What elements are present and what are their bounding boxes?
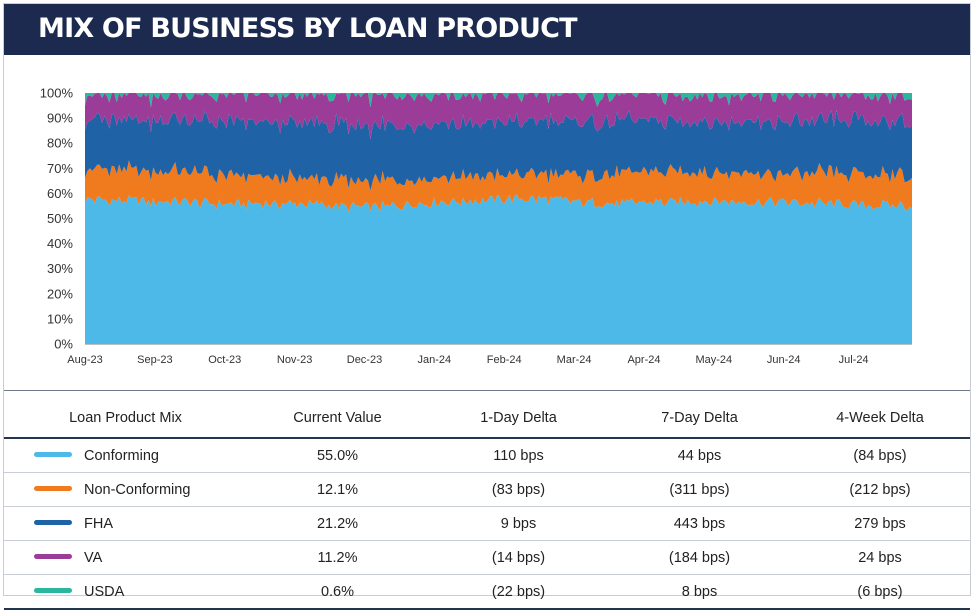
column-header: 4-Week Delta	[836, 410, 924, 426]
column-header: 1-Day Delta	[480, 410, 557, 426]
page-title: MIX OF BUSINESS BY LOAN PRODUCT	[38, 13, 578, 44]
y-tick-label: 40%	[47, 236, 73, 251]
current-value-cell: 21.2%	[247, 506, 428, 541]
one-day-delta-cell: (14 bps)	[428, 540, 609, 575]
table-row: FHA 21.2% 9 bps 443 bps 279 bps	[4, 506, 970, 541]
four-week-delta-cell: 24 bps	[790, 540, 970, 575]
x-tick-label: Feb-24	[487, 354, 522, 366]
one-day-delta-cell: 9 bps	[428, 506, 609, 541]
one-day-delta-cell: 110 bps	[428, 438, 609, 473]
x-tick-label: May-24	[695, 354, 732, 366]
table-row: Non-Conforming 12.1% (83 bps) (311 bps) (212…	[4, 472, 970, 507]
product-cell: Non-Conforming	[4, 472, 247, 507]
legend-swatch	[34, 452, 72, 458]
product-cell: Conforming	[4, 438, 247, 473]
stacked-area-chart: 0% 10% 20% 30% 40% 50% 60% 70% 80% 90% 100% Aug-23 S…	[0, 55, 975, 390]
x-tick-label: Aug-23	[67, 354, 102, 366]
area-series-va	[85, 93, 912, 140]
y-tick-label: 70%	[47, 161, 73, 176]
area-series-usda	[85, 93, 912, 108]
table-row: Conforming 55.0% 110 bps 44 bps (84 bps)	[4, 438, 970, 473]
seven-day-delta-cell: 443 bps	[609, 506, 790, 541]
seven-day-delta-cell: (311 bps)	[609, 472, 790, 507]
x-tick-label: Jul-24	[839, 354, 869, 366]
seven-day-delta-cell: 8 bps	[609, 574, 790, 610]
chart-svg: 0% 10% 20% 30% 40% 50% 60% 70% 80% 90% 100% Aug-23 S…	[40, 86, 912, 366]
table-row: VA 11.2% (14 bps) (184 bps) 24 bps	[4, 540, 970, 575]
x-tick-label: Jan-24	[418, 354, 452, 366]
column-header: Current Value	[293, 410, 382, 426]
column-header: 7-Day Delta	[661, 410, 738, 426]
y-tick-label: 0%	[54, 337, 73, 352]
seven-day-delta-cell: 44 bps	[609, 438, 790, 473]
x-tick-label: Dec-23	[347, 354, 382, 366]
table-row: USDA 0.6% (22 bps) 8 bps (6 bps)	[4, 574, 970, 610]
one-day-delta-cell: (83 bps)	[428, 472, 609, 507]
current-value-cell: 12.1%	[247, 472, 428, 507]
one-day-delta-cell: (22 bps)	[428, 574, 609, 610]
area-series-non-conforming	[85, 160, 912, 213]
y-tick-label: 50%	[47, 211, 73, 226]
x-tick-label: Apr-24	[627, 354, 660, 366]
legend-swatch	[34, 486, 72, 492]
y-tick-label: 80%	[47, 136, 73, 151]
x-tick-label: Oct-23	[208, 354, 241, 366]
y-tick-label: 30%	[47, 261, 73, 276]
current-value-cell: 55.0%	[247, 438, 428, 473]
column-header: Loan Product Mix	[69, 410, 182, 426]
legend-swatch	[34, 520, 72, 526]
current-value-cell: 0.6%	[247, 574, 428, 610]
product-cell: VA	[4, 540, 247, 575]
x-tick-label: Nov-23	[277, 354, 312, 366]
product-name: FHA	[84, 515, 113, 532]
area-series-fha	[85, 110, 912, 191]
y-tick-label: 10%	[47, 311, 73, 326]
y-tick-label: 60%	[47, 186, 73, 201]
x-tick-label: Sep-23	[137, 354, 172, 366]
product-name: Conforming	[84, 447, 159, 464]
y-tick-label: 20%	[47, 286, 73, 301]
product-cell: USDA	[4, 574, 247, 610]
four-week-delta-cell: (212 bps)	[790, 472, 970, 507]
area-series-conforming	[85, 194, 912, 344]
header-bar: MIX OF BUSINESS BY LOAN PRODUCT	[4, 4, 970, 55]
seven-day-delta-cell: (184 bps)	[609, 540, 790, 575]
loan-product-mix-table: Loan Product Mix Current Value 1-Day Del…	[4, 399, 970, 610]
table-header-row: Loan Product Mix Current Value 1-Day Del…	[4, 399, 970, 438]
four-week-delta-cell: 279 bps	[790, 506, 970, 541]
x-tick-label: Mar-24	[557, 354, 592, 366]
four-week-delta-cell: (6 bps)	[790, 574, 970, 610]
product-cell: FHA	[4, 506, 247, 541]
x-tick-label: Jun-24	[767, 354, 801, 366]
product-name: Non-Conforming	[84, 481, 191, 498]
four-week-delta-cell: (84 bps)	[790, 438, 970, 473]
legend-swatch	[34, 588, 72, 594]
y-tick-label: 90%	[47, 111, 73, 126]
legend-swatch	[34, 554, 72, 560]
y-tick-label: 100%	[40, 86, 74, 101]
section-divider	[4, 390, 970, 391]
current-value-cell: 11.2%	[247, 540, 428, 575]
product-name: USDA	[84, 583, 125, 600]
product-name: VA	[84, 549, 103, 566]
